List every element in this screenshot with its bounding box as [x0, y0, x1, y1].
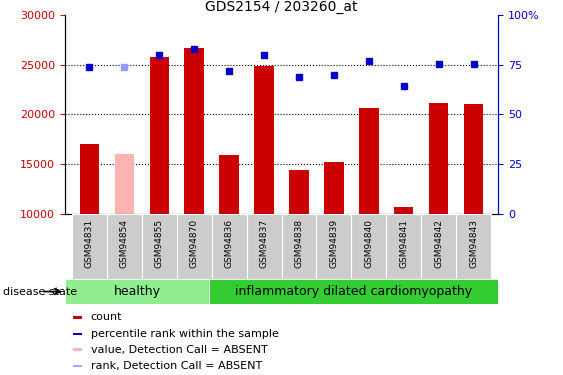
Text: count: count: [91, 312, 122, 322]
Text: GSM94831: GSM94831: [84, 219, 93, 268]
Bar: [282, 214, 316, 279]
Bar: [351, 214, 386, 279]
Bar: [324, 162, 343, 214]
Bar: [73, 365, 82, 367]
Bar: [185, 48, 204, 214]
Bar: [394, 207, 413, 214]
Text: inflammatory dilated cardiomyopathy: inflammatory dilated cardiomyopathy: [235, 285, 472, 298]
Bar: [421, 214, 456, 279]
Bar: [72, 214, 107, 279]
Bar: [209, 279, 498, 304]
Text: GSM94843: GSM94843: [470, 219, 479, 268]
Bar: [464, 104, 484, 214]
Text: percentile rank within the sample: percentile rank within the sample: [91, 329, 279, 339]
Bar: [220, 155, 239, 214]
Bar: [73, 316, 82, 319]
Text: rank, Detection Call = ABSENT: rank, Detection Call = ABSENT: [91, 361, 262, 371]
Bar: [150, 57, 169, 214]
Bar: [177, 214, 212, 279]
Bar: [65, 279, 209, 304]
Bar: [359, 108, 378, 214]
Text: GSM94841: GSM94841: [399, 219, 408, 268]
Bar: [316, 214, 351, 279]
Bar: [456, 214, 491, 279]
Bar: [142, 214, 177, 279]
Text: disease state: disease state: [3, 286, 77, 297]
Bar: [107, 214, 142, 279]
Text: value, Detection Call = ABSENT: value, Detection Call = ABSENT: [91, 345, 267, 355]
Bar: [289, 170, 309, 214]
Text: GSM94854: GSM94854: [120, 219, 129, 268]
Bar: [386, 214, 421, 279]
Bar: [73, 333, 82, 335]
Bar: [212, 214, 247, 279]
Text: GSM94842: GSM94842: [434, 219, 443, 268]
Bar: [429, 104, 449, 214]
Bar: [79, 144, 99, 214]
Text: GSM94838: GSM94838: [294, 219, 303, 268]
Text: GSM94839: GSM94839: [329, 219, 338, 268]
Text: GSM94840: GSM94840: [364, 219, 373, 268]
Text: healthy: healthy: [114, 285, 160, 298]
Bar: [73, 348, 82, 351]
Text: GSM94855: GSM94855: [155, 219, 164, 268]
Text: GSM94836: GSM94836: [225, 219, 234, 268]
Bar: [254, 66, 274, 214]
Text: GSM94870: GSM94870: [190, 219, 199, 268]
Bar: [247, 214, 282, 279]
Bar: [114, 154, 134, 214]
Title: GDS2154 / 203260_at: GDS2154 / 203260_at: [205, 0, 358, 14]
Text: GSM94837: GSM94837: [260, 219, 269, 268]
